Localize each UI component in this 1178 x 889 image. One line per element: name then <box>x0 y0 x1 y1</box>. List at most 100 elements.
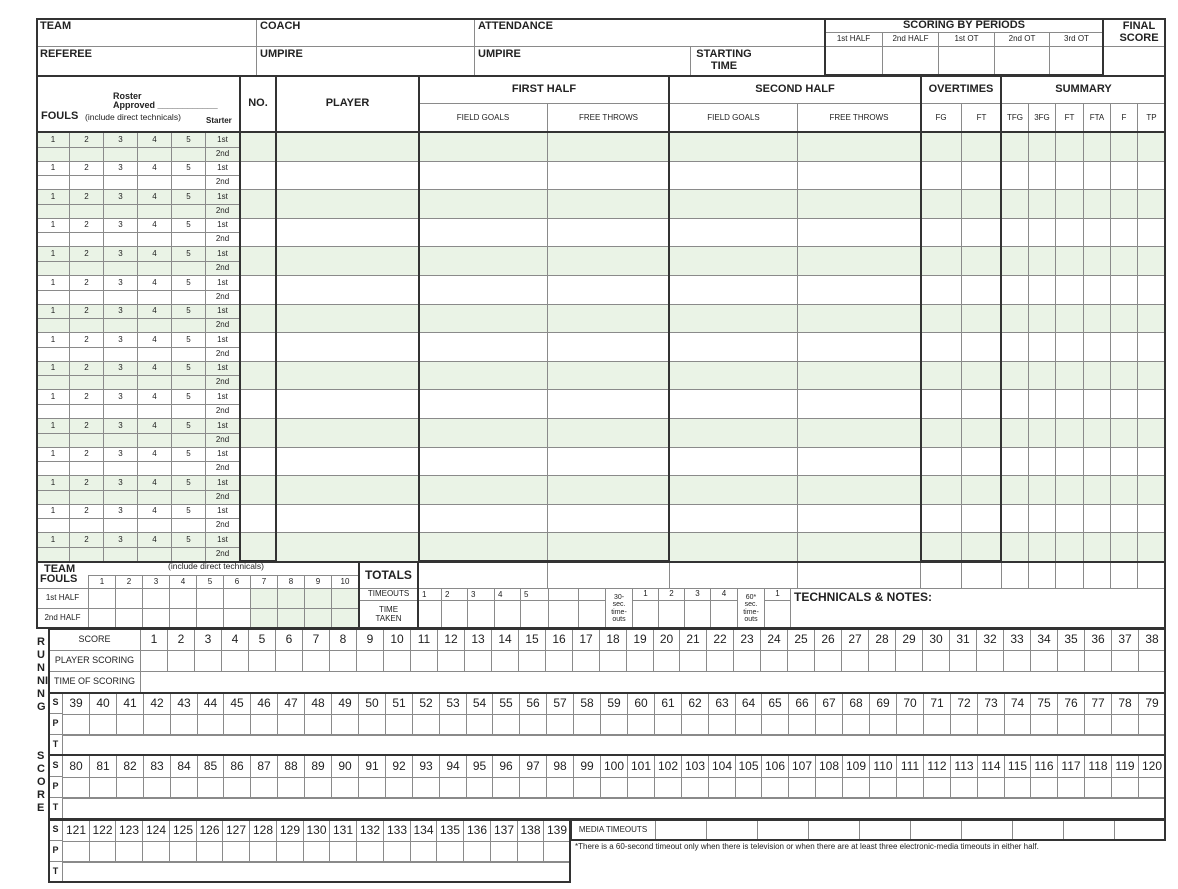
player-foul-box[interactable] <box>171 404 206 419</box>
player-foul-box[interactable] <box>171 175 206 190</box>
team-foul-box[interactable] <box>115 588 143 609</box>
player-foul-box[interactable]: 1 <box>36 418 70 434</box>
player-foul-box[interactable]: 4 <box>137 504 172 519</box>
player-foul-box[interactable] <box>36 490 70 505</box>
player-foul-box[interactable] <box>137 261 172 276</box>
player-scoring-box[interactable] <box>436 841 464 863</box>
player-stat-cell[interactable] <box>961 189 1002 219</box>
player-foul-box[interactable]: 1 <box>36 189 70 205</box>
player-stat-cell[interactable] <box>1001 161 1029 190</box>
player-scoring-box[interactable] <box>358 777 386 799</box>
player-stat-cell[interactable] <box>1028 447 1056 476</box>
player-stat-cell[interactable] <box>961 132 1002 162</box>
player-stat-cell[interactable] <box>1055 418 1084 448</box>
player-scoring-box[interactable] <box>466 714 493 736</box>
player-foul-box[interactable] <box>36 290 70 305</box>
team-foul-box[interactable] <box>250 588 278 609</box>
player-stat-cell[interactable] <box>669 332 798 362</box>
player-stat-cell[interactable] <box>1055 304 1084 333</box>
player-stat-cell[interactable] <box>961 161 1002 190</box>
player-foul-box[interactable] <box>171 518 206 533</box>
player-stat-cell[interactable] <box>1001 132 1029 162</box>
player-scoring-box[interactable] <box>410 841 437 863</box>
player-foul-box[interactable] <box>69 204 104 219</box>
player-foul-box[interactable] <box>69 461 104 476</box>
starting-time-field[interactable]: STARTING TIME <box>690 46 825 76</box>
player-stat-cell[interactable] <box>669 218 798 247</box>
player-foul-box[interactable]: 1 <box>36 447 70 462</box>
player-stat-cell[interactable] <box>239 447 277 476</box>
team-foul-box[interactable] <box>223 608 251 629</box>
player-scoring-box[interactable] <box>841 650 869 672</box>
player-stat-cell[interactable] <box>1001 246 1029 276</box>
player-stat-cell[interactable] <box>920 389 962 419</box>
totals-cell[interactable] <box>418 561 548 589</box>
player-foul-box[interactable]: 2 <box>69 447 104 462</box>
player-stat-cell[interactable] <box>1028 304 1056 333</box>
player-foul-box[interactable]: 4 <box>137 332 172 348</box>
team-foul-box[interactable] <box>169 588 197 609</box>
player-foul-box[interactable]: 3 <box>103 447 138 462</box>
player-foul-box[interactable]: 4 <box>137 161 172 176</box>
player-scoring-box[interactable] <box>223 714 251 736</box>
player-stat-cell[interactable] <box>920 504 962 533</box>
player-scoring-box[interactable] <box>706 650 734 672</box>
player-stat-cell[interactable] <box>1055 532 1084 562</box>
totals-cell[interactable] <box>1137 561 1166 589</box>
player-stat-cell[interactable] <box>961 389 1002 419</box>
player-foul-box[interactable]: 2 <box>69 475 104 491</box>
timeout-time-box[interactable] <box>494 600 521 629</box>
player-stat-cell[interactable] <box>1083 304 1111 333</box>
player-stat-cell[interactable] <box>797 389 921 419</box>
player-foul-box[interactable]: 2 <box>69 189 104 205</box>
player-foul-box[interactable] <box>36 518 70 533</box>
player-scoring-box[interactable] <box>517 841 544 863</box>
player-stat-cell[interactable] <box>239 218 277 247</box>
player-stat-cell[interactable] <box>1110 332 1138 362</box>
player-scoring-box[interactable] <box>116 777 144 799</box>
timeout-time-box[interactable] <box>418 600 442 629</box>
player-stat-cell[interactable] <box>961 418 1002 448</box>
totals-cell[interactable] <box>1110 561 1138 589</box>
player-stat-cell[interactable] <box>1083 161 1111 190</box>
player-stat-cell[interactable] <box>547 332 670 362</box>
player-foul-box[interactable]: 4 <box>137 132 172 148</box>
player-scoring-box[interactable] <box>115 841 143 863</box>
player-foul-box[interactable]: 2 <box>69 504 104 519</box>
starter-2nd-box[interactable]: 2nd <box>205 404 240 419</box>
media-timeout-box[interactable] <box>1114 819 1166 841</box>
player-stat-cell[interactable] <box>418 361 548 390</box>
player-stat-cell[interactable] <box>1028 389 1056 419</box>
player-foul-box[interactable]: 4 <box>137 389 172 405</box>
player-stat-cell[interactable] <box>797 447 921 476</box>
player-foul-box[interactable] <box>171 261 206 276</box>
player-stat-cell[interactable] <box>920 304 962 333</box>
player-scoring-box[interactable] <box>491 650 519 672</box>
player-foul-box[interactable] <box>137 404 172 419</box>
thirty-sec-box[interactable] <box>710 600 738 629</box>
player-scoring-box[interactable] <box>815 714 843 736</box>
player-stat-cell[interactable] <box>920 447 962 476</box>
player-stat-cell[interactable] <box>276 447 419 476</box>
player-stat-cell[interactable] <box>797 161 921 190</box>
player-scoring-box[interactable] <box>249 841 277 863</box>
player-foul-box[interactable] <box>36 375 70 390</box>
player-scoring-box[interactable] <box>896 714 924 736</box>
totals-cell[interactable] <box>1083 561 1111 589</box>
player-scoring-box[interactable] <box>464 650 492 672</box>
player-foul-box[interactable]: 4 <box>137 475 172 491</box>
player-foul-box[interactable]: 4 <box>137 361 172 376</box>
time-of-scoring-field[interactable] <box>62 797 1166 819</box>
player-foul-box[interactable] <box>137 490 172 505</box>
player-stat-cell[interactable] <box>547 132 670 162</box>
player-scoring-box[interactable] <box>869 777 897 799</box>
player-foul-box[interactable]: 1 <box>36 475 70 491</box>
player-stat-cell[interactable] <box>547 246 670 276</box>
player-scoring-box[interactable] <box>815 777 843 799</box>
player-stat-cell[interactable] <box>276 475 419 505</box>
player-stat-cell[interactable] <box>961 218 1002 247</box>
player-stat-cell[interactable] <box>920 218 962 247</box>
player-stat-cell[interactable] <box>1055 389 1084 419</box>
player-stat-cell[interactable] <box>1110 389 1138 419</box>
player-scoring-box[interactable] <box>439 714 467 736</box>
